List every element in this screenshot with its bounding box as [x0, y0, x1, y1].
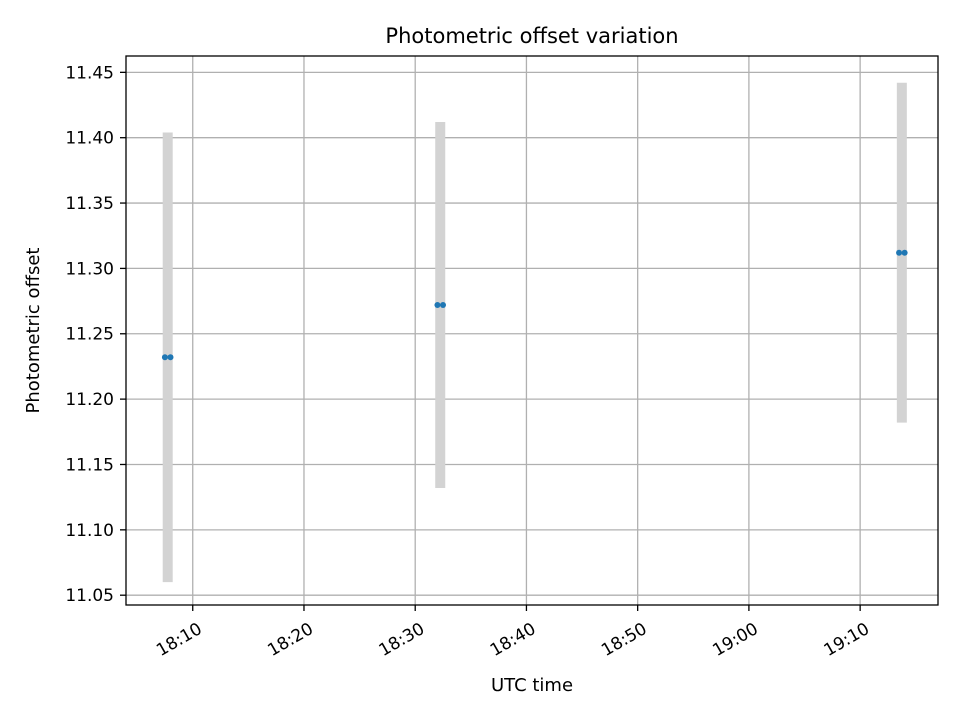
y-tick-label: 11.30	[65, 259, 114, 279]
y-tick-label: 11.05	[65, 586, 114, 606]
data-point	[896, 249, 903, 256]
y-tick-label: 11.10	[65, 521, 114, 541]
data-point	[434, 302, 441, 309]
y-tick-label: 11.20	[65, 390, 114, 410]
y-tick-label: 11.45	[65, 63, 114, 83]
axis-ticks: 18:10 18:20 18:30 18:40 18:50 19:00 19:1011.05…	[65, 63, 873, 661]
y-tick-label: 11.35	[65, 194, 114, 214]
grid-lines	[126, 56, 938, 605]
plot-frame	[125, 55, 939, 606]
data-point	[440, 302, 447, 309]
plot-data	[161, 82, 908, 583]
data-point	[901, 249, 908, 256]
y-tick-label: 11.40	[65, 129, 114, 149]
y-axis-label: Photometric offset	[23, 248, 44, 414]
y-tick-label: 11.15	[65, 455, 114, 475]
data-point	[161, 354, 168, 361]
data-point	[167, 354, 174, 361]
x-axis-label: UTC time	[491, 675, 573, 696]
chart-title: Photometric offset variation	[385, 24, 678, 48]
y-tick-label: 11.25	[65, 325, 114, 345]
